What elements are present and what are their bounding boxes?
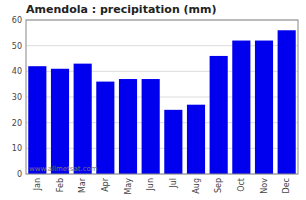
y-tick-label: 30 xyxy=(12,93,22,102)
x-tick-label: Dec xyxy=(282,178,291,193)
bars xyxy=(28,30,295,174)
bar xyxy=(232,41,250,174)
bar xyxy=(28,66,46,174)
grid xyxy=(26,20,298,174)
x-tick-label: Sep xyxy=(214,178,223,193)
bar xyxy=(119,79,137,174)
bar xyxy=(255,41,273,174)
y-tick-label: 20 xyxy=(12,119,22,128)
x-tick-label: Mar xyxy=(78,177,87,193)
bar xyxy=(96,82,114,174)
x-axis: Jan Feb Mar Apr May Jun Jul Aug Sep Oct Nov Dec xyxy=(33,177,291,194)
y-axis: 0 10 20 30 40 50 60 xyxy=(12,16,22,179)
x-tick-label: Nov xyxy=(260,178,269,194)
bar xyxy=(210,56,228,174)
bar xyxy=(278,30,296,174)
y-tick-label: 50 xyxy=(12,42,22,51)
x-tick-label: Oct xyxy=(237,178,246,192)
bar xyxy=(142,79,160,174)
plot-frame xyxy=(26,20,298,174)
x-tick-label: Jul xyxy=(169,178,178,189)
y-tick-label: 60 xyxy=(12,16,22,25)
bar xyxy=(74,64,92,174)
annotation: www.allmetsat.com xyxy=(29,165,98,173)
x-tick-label: Jan xyxy=(33,178,42,191)
bar xyxy=(164,110,182,174)
bar xyxy=(51,69,69,174)
x-tick-label: Feb xyxy=(56,178,65,192)
background xyxy=(0,0,306,200)
y-tick-label: 40 xyxy=(12,67,22,76)
x-tick-label: May xyxy=(124,178,133,195)
x-tick-label: Apr xyxy=(101,177,110,192)
title: Amendola : precipitation (mm) xyxy=(26,3,217,16)
x-tick-label: Jun xyxy=(146,178,155,192)
bar xyxy=(187,105,205,174)
y-tick-label: 0 xyxy=(17,170,22,179)
y-tick-label: 10 xyxy=(12,144,22,153)
x-tick-label: Aug xyxy=(192,178,201,194)
chart: Amendola : precipitation (mm) 0 10 20 30 40 50… xyxy=(0,0,306,200)
